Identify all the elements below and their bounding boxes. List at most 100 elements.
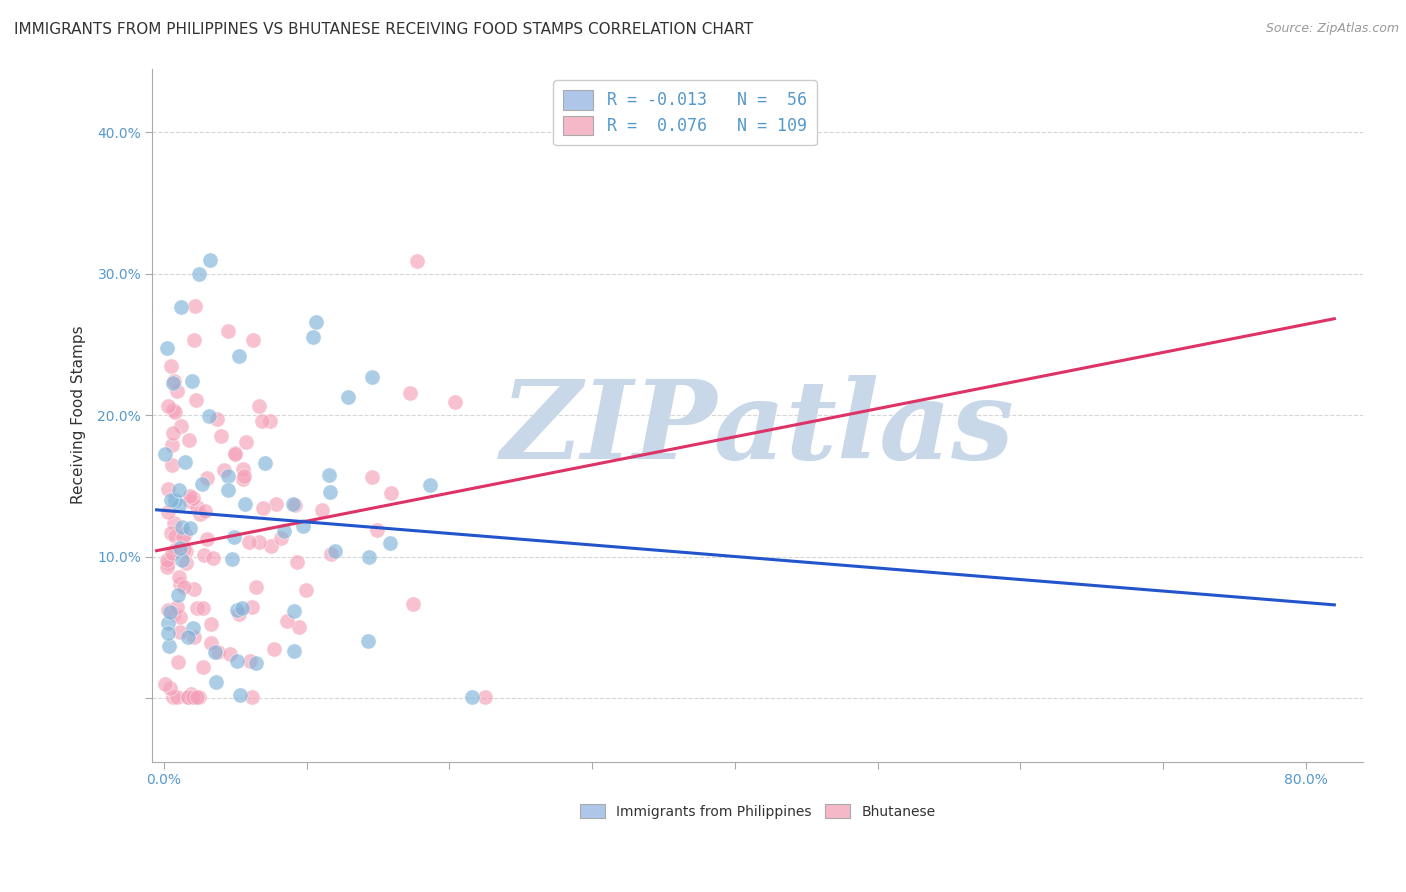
Point (198, 409, 221, 424)
Point (276, 614, 298, 628)
Point (166, 384, 188, 399)
Point (153, 677, 176, 691)
Point (163, 374, 186, 388)
Point (240, 599, 263, 614)
Point (228, 607, 250, 621)
Point (157, 602, 180, 616)
Point (184, 299, 207, 313)
Point (160, 438, 183, 452)
Point (170, 520, 193, 534)
Point (179, 494, 201, 508)
Point (283, 644, 305, 658)
Point (195, 471, 218, 485)
Point (156, 342, 179, 356)
Point (162, 690, 184, 704)
Point (242, 333, 264, 347)
Point (167, 655, 190, 669)
Point (176, 690, 198, 704)
Point (259, 414, 281, 428)
Point (283, 604, 305, 618)
Point (250, 414, 273, 428)
Point (292, 518, 315, 533)
Point (221, 551, 243, 566)
Point (179, 520, 201, 534)
Point (366, 523, 388, 537)
Point (200, 636, 222, 650)
Point (166, 599, 188, 614)
Point (159, 492, 181, 507)
Point (231, 600, 253, 615)
Point (156, 615, 179, 630)
Point (155, 447, 177, 461)
Point (378, 536, 401, 550)
Point (163, 543, 186, 558)
Point (169, 541, 191, 555)
Point (179, 489, 201, 503)
Point (195, 533, 218, 547)
Point (419, 477, 441, 491)
Point (288, 620, 311, 634)
Point (169, 577, 191, 591)
Point (238, 535, 260, 549)
Point (173, 455, 195, 469)
Point (281, 496, 304, 510)
Point (217, 483, 239, 497)
Point (232, 472, 254, 486)
Point (285, 555, 308, 569)
Point (188, 690, 211, 704)
Point (160, 359, 183, 373)
Point (162, 402, 184, 417)
Point (200, 617, 222, 632)
Point (264, 497, 287, 511)
Point (160, 546, 183, 560)
Point (172, 530, 194, 544)
Point (156, 553, 179, 567)
Point (323, 543, 346, 558)
Point (224, 446, 246, 460)
Point (474, 690, 496, 704)
Point (180, 687, 202, 701)
Point (406, 253, 429, 268)
Legend: Immigrants from Philippines, Bhutanese: Immigrants from Philippines, Bhutanese (574, 798, 941, 824)
Point (162, 516, 184, 531)
Point (163, 405, 186, 419)
Point (162, 376, 184, 390)
Point (245, 580, 267, 594)
Point (401, 597, 423, 611)
Point (190, 507, 212, 521)
Point (156, 399, 179, 413)
Point (321, 547, 343, 561)
Point (177, 690, 200, 704)
Point (166, 690, 188, 704)
Point (252, 501, 274, 516)
Point (209, 429, 232, 443)
Point (181, 621, 204, 635)
Point (357, 633, 380, 648)
Point (183, 333, 205, 347)
Point (235, 435, 257, 450)
Point (204, 644, 226, 658)
Text: ZIPatlas: ZIPatlas (501, 376, 1015, 483)
Point (157, 482, 180, 496)
Point (204, 675, 226, 690)
Point (186, 690, 208, 704)
Point (173, 526, 195, 541)
Point (157, 626, 180, 640)
Text: IMMIGRANTS FROM PHILIPPINES VS BHUTANESE RECEIVING FOOD STAMPS CORRELATION CHART: IMMIGRANTS FROM PHILIPPINES VS BHUTANESE… (14, 22, 754, 37)
Point (226, 602, 249, 616)
Point (191, 477, 214, 491)
Point (380, 485, 402, 500)
Point (212, 463, 235, 477)
Point (217, 324, 239, 338)
Point (305, 315, 328, 329)
Point (184, 392, 207, 407)
Point (177, 434, 200, 448)
Point (167, 483, 190, 497)
Point (162, 426, 184, 441)
Point (174, 556, 197, 570)
Y-axis label: Receiving Food Stamps: Receiving Food Stamps (72, 326, 86, 505)
Point (170, 300, 193, 314)
Point (318, 467, 340, 482)
Point (247, 535, 270, 549)
Point (193, 548, 215, 562)
